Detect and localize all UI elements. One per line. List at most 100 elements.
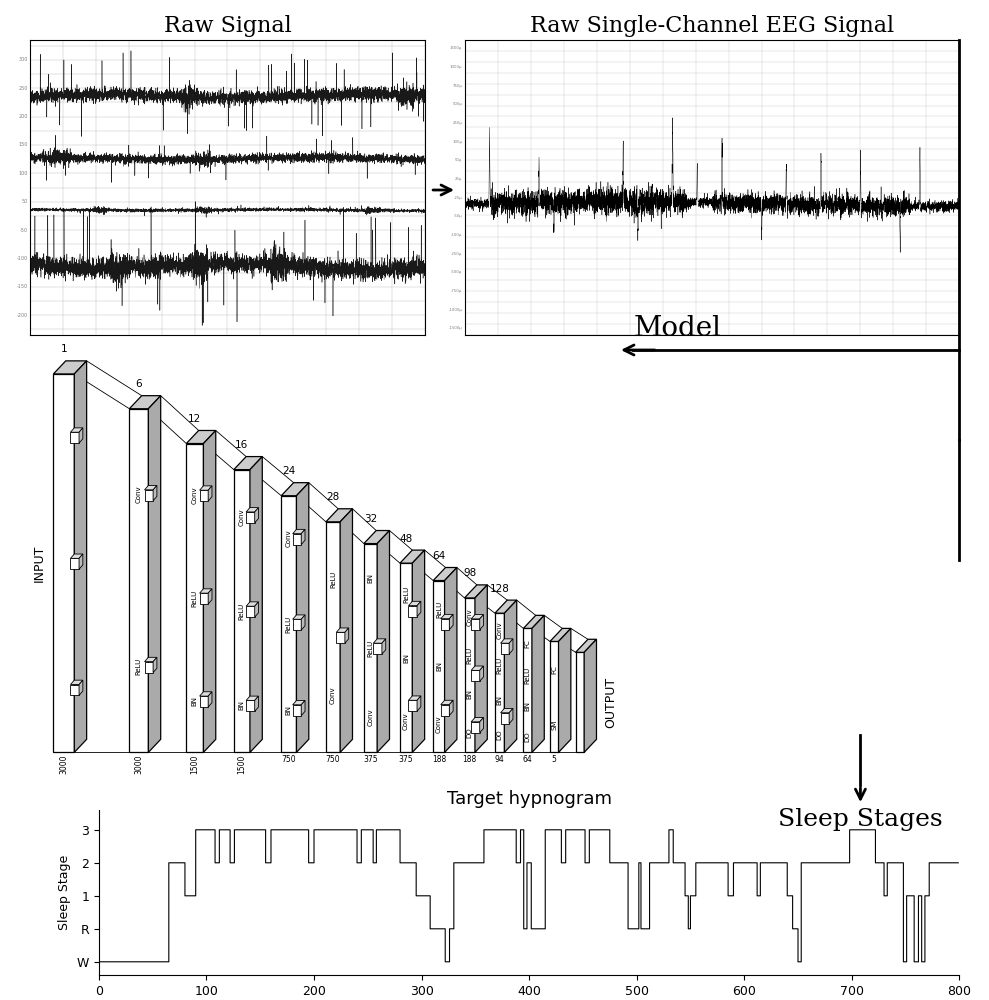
Text: Conv: Conv [436,715,442,733]
Polygon shape [559,628,571,752]
Text: 3000: 3000 [59,755,68,774]
Text: ReLU: ReLU [368,639,374,657]
Polygon shape [79,428,83,443]
Polygon shape [255,696,258,711]
Polygon shape [208,486,212,501]
Text: ReLU: ReLU [239,602,245,620]
Polygon shape [200,486,212,490]
Text: Sleep Stages: Sleep Stages [778,808,943,831]
Polygon shape [441,700,453,705]
Text: OUTPUT: OUTPUT [604,677,617,728]
Text: -25μ: -25μ [454,196,462,200]
Text: DO: DO [524,732,531,742]
Text: 50μ: 50μ [455,158,462,162]
Polygon shape [471,670,480,681]
Polygon shape [449,614,453,630]
Text: INPUT: INPUT [33,544,45,582]
Text: -1500μ: -1500μ [449,326,462,330]
Text: 6: 6 [135,379,142,389]
Polygon shape [465,585,488,598]
Polygon shape [79,680,83,695]
Text: Conv: Conv [135,486,141,503]
Polygon shape [576,639,596,652]
Text: SM: SM [551,719,557,730]
Polygon shape [326,509,352,522]
Text: 100: 100 [19,171,28,176]
Polygon shape [70,685,79,695]
Text: 150: 150 [19,142,28,147]
Text: 750: 750 [282,755,296,764]
Polygon shape [255,602,258,617]
Text: DO: DO [467,728,473,738]
Text: 48: 48 [400,534,412,544]
Text: ReLU: ReLU [286,615,292,633]
Polygon shape [449,700,453,716]
Polygon shape [509,708,513,724]
Polygon shape [297,483,309,752]
Polygon shape [445,568,457,752]
Polygon shape [204,430,216,752]
Polygon shape [408,696,421,700]
Polygon shape [382,639,386,654]
Text: 98: 98 [463,568,477,578]
Text: 64: 64 [432,551,445,561]
Text: Conv: Conv [404,712,409,730]
Polygon shape [233,470,250,752]
Polygon shape [550,641,559,752]
Polygon shape [480,666,484,681]
Polygon shape [494,613,504,752]
Polygon shape [144,486,157,490]
Polygon shape [345,628,349,643]
Text: 375: 375 [399,755,413,764]
Text: ReLU: ReLU [192,589,198,607]
Polygon shape [523,615,544,628]
Text: Conv: Conv [496,622,502,639]
Polygon shape [433,581,445,752]
Polygon shape [412,550,424,752]
Text: BN: BN [436,661,442,671]
Polygon shape [374,643,382,654]
Polygon shape [53,361,87,374]
Text: 94: 94 [494,755,504,764]
Polygon shape [504,600,516,752]
Polygon shape [584,639,596,752]
Text: 16: 16 [235,440,248,450]
Polygon shape [246,508,258,512]
Text: -50: -50 [20,228,28,233]
Polygon shape [246,512,255,523]
Text: 188: 188 [432,755,446,764]
Text: 750: 750 [325,755,340,764]
Y-axis label: Sleep Stage: Sleep Stage [58,855,71,930]
Polygon shape [200,593,208,604]
Polygon shape [400,550,424,563]
Text: -100μ: -100μ [451,233,462,237]
Polygon shape [130,396,160,409]
Text: BN: BN [496,695,502,705]
Polygon shape [336,628,349,632]
Polygon shape [417,696,421,711]
Polygon shape [326,522,340,752]
Text: 375: 375 [363,755,378,764]
Text: 64: 64 [523,755,532,764]
Text: 3000: 3000 [135,755,143,774]
Polygon shape [471,615,484,619]
Text: BN: BN [404,653,409,663]
Polygon shape [509,639,513,654]
Text: -100: -100 [17,256,28,261]
Polygon shape [500,643,509,654]
Polygon shape [208,692,212,707]
Polygon shape [200,490,208,501]
Polygon shape [246,602,258,606]
Polygon shape [293,529,305,534]
Text: BN: BN [239,700,245,710]
Polygon shape [246,700,255,711]
Text: 25μ: 25μ [455,177,462,181]
Title: Raw Signal: Raw Signal [163,15,292,37]
Polygon shape [79,554,83,569]
Text: ReLU: ReLU [404,586,409,603]
Text: 28: 28 [326,492,339,502]
Text: -150: -150 [17,284,28,289]
Text: 250μ: 250μ [453,121,462,125]
Polygon shape [465,598,475,752]
Polygon shape [475,585,488,752]
